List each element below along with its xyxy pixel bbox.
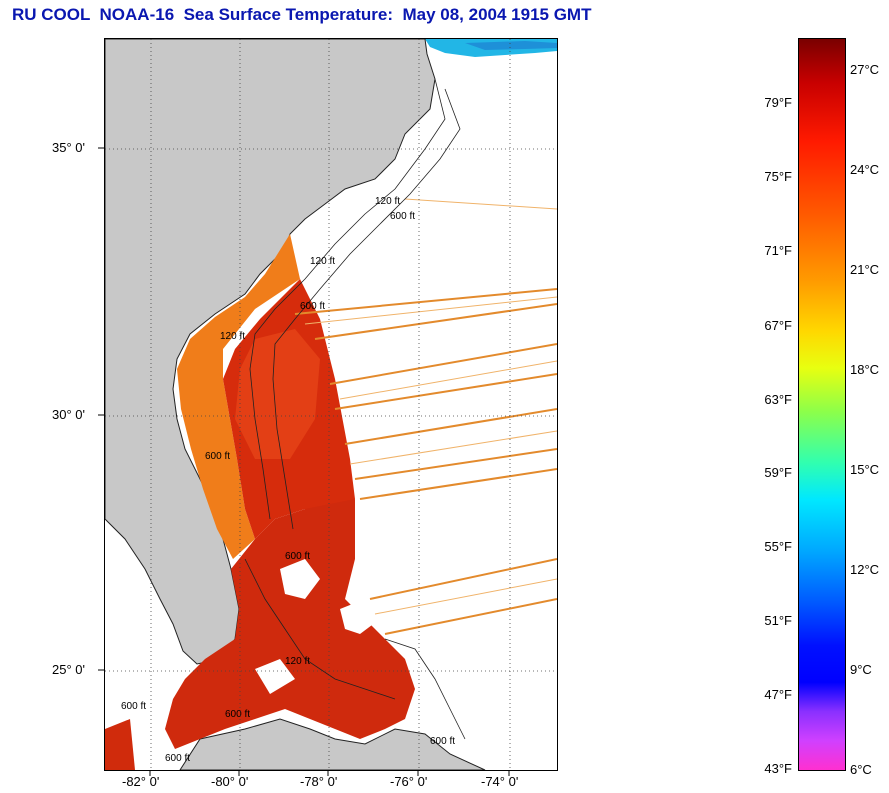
- longitude-label: -80° 0': [211, 774, 249, 789]
- sst-map[interactable]: 120 ft 600 ft 120 ft 600 ft 120 ft 600 f…: [104, 38, 558, 771]
- colorbar-f-label: 79°F: [764, 95, 792, 110]
- southern-warm-patches: [165, 499, 415, 749]
- contour-label: 600 ft: [225, 709, 250, 720]
- longitude-label: -82° 0': [122, 774, 160, 789]
- colorbar-c-label: 15°C: [850, 462, 880, 477]
- contour-label: 600 ft: [390, 211, 415, 222]
- contour-label: 600 ft: [285, 551, 310, 562]
- contour-label: 600 ft: [300, 301, 325, 312]
- cloud-gap-3: [255, 659, 295, 694]
- colorbar-f-label: 67°F: [764, 318, 792, 333]
- colorbar-c-label: 9°C: [850, 662, 872, 677]
- colorbar-c-label: 27°C: [850, 62, 880, 77]
- latitude-label: 35° 0': [52, 140, 85, 155]
- colorbar-c-label: 21°C: [850, 262, 880, 277]
- contour-label: 600 ft: [430, 736, 455, 747]
- longitude-label: -74° 0': [481, 774, 519, 789]
- us-landmass: [105, 39, 436, 665]
- colorbar-c-label: 24°C: [850, 162, 880, 177]
- contour-label: 600 ft: [121, 701, 146, 712]
- swath-streaks: [294, 288, 557, 635]
- shelf-warm-water: [177, 234, 300, 559]
- cool-water-patch-2: [465, 41, 557, 50]
- temperature-colorbar: [798, 38, 846, 771]
- colorbar-c-label: 6°C: [850, 762, 872, 777]
- contour-label: 600 ft: [205, 451, 230, 462]
- page-title: RU COOL NOAA-16 Sea Surface Temperature:…: [12, 5, 592, 24]
- colorbar-f-label: 59°F: [764, 465, 792, 480]
- cloud-gap-2: [340, 599, 380, 634]
- contour-label: 120 ft: [375, 196, 400, 207]
- colorbar-f-label: 47°F: [764, 687, 792, 702]
- longitude-label: -76° 0': [390, 774, 428, 789]
- latitude-label: 30° 0': [52, 407, 85, 422]
- colorbar-f-label: 63°F: [764, 392, 792, 407]
- keys-patch: [105, 719, 135, 770]
- colorbar-f-label: 43°F: [764, 761, 792, 776]
- contour-label: 120 ft: [310, 256, 335, 267]
- colorbar-f-label: 75°F: [764, 169, 792, 184]
- colorbar-c-label: 12°C: [850, 562, 880, 577]
- longitude-label: -78° 0': [300, 774, 338, 789]
- latitude-label: 25° 0': [52, 662, 85, 677]
- graticule: [105, 39, 557, 770]
- contour-label: 120 ft: [285, 656, 310, 667]
- contour-label: 120 ft: [220, 331, 245, 342]
- contour-label: 600 ft: [165, 753, 190, 764]
- colorbar-f-label: 71°F: [764, 243, 792, 258]
- cuba: [179, 718, 486, 770]
- colorbar-f-label: 55°F: [764, 539, 792, 554]
- colorbar-c-label: 18°C: [850, 362, 880, 377]
- cloud-gap: [280, 559, 320, 599]
- map-canvas: 120 ft 600 ft 120 ft 600 ft 120 ft 600 f…: [105, 39, 557, 770]
- colorbar-f-label: 51°F: [764, 613, 792, 628]
- swath-streaks-faint: [304, 198, 557, 615]
